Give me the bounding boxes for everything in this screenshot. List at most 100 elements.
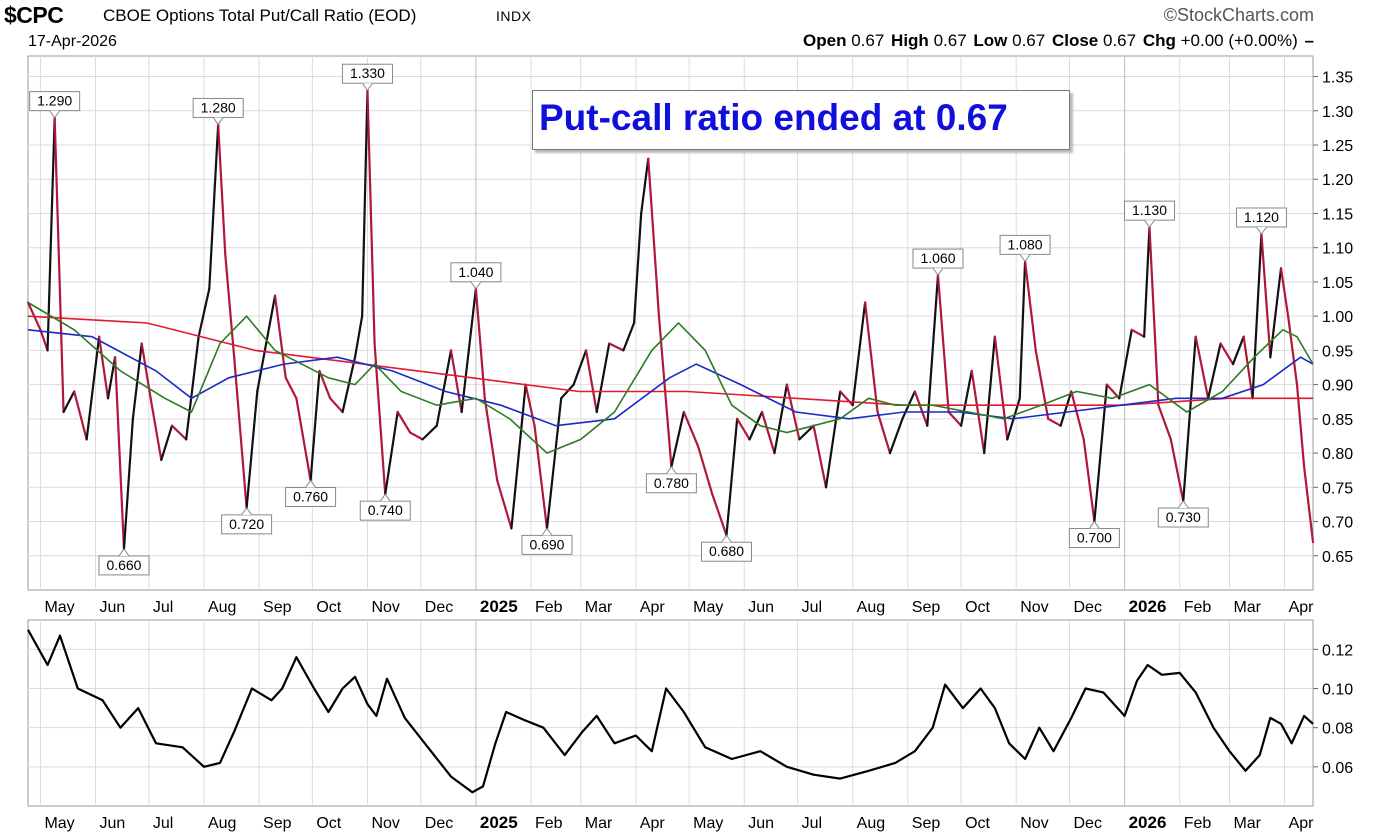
main-x-tick-label: Jun — [100, 599, 126, 616]
open-value: 0.67 — [851, 31, 885, 50]
price-segment — [208, 123, 220, 290]
main-y-tick-label: 1.05 — [1322, 275, 1353, 292]
lower-x-tick-label: Aug — [208, 815, 236, 832]
price-segment — [748, 410, 764, 441]
price-segment — [1059, 390, 1073, 427]
callout-pointer — [241, 506, 253, 516]
price-segment — [1157, 404, 1172, 441]
price-segment — [560, 383, 575, 400]
callout-label: 1.080 — [1008, 236, 1043, 252]
main-x-tick-label: Mar — [585, 599, 613, 616]
price-segment — [366, 89, 376, 345]
close-value: 0.67 — [1102, 31, 1137, 50]
price-segment — [682, 410, 700, 448]
price-segment — [1023, 260, 1037, 352]
main-x-tick-label: Oct — [316, 599, 341, 616]
callout: 0.730 — [1157, 500, 1209, 528]
high-value: 0.67 — [933, 31, 967, 50]
price-segment — [62, 390, 76, 414]
main-y-tick-label: 0.95 — [1322, 343, 1353, 360]
price-segment — [1260, 232, 1272, 359]
main-y-tick-label: 1.30 — [1322, 104, 1353, 121]
main-x-tick-label: Dec — [1074, 599, 1102, 616]
price-segment — [233, 356, 248, 509]
callout-pointer — [665, 465, 677, 475]
price-segment — [185, 335, 200, 441]
callout-pointer — [1088, 520, 1100, 529]
price-segment — [1130, 328, 1146, 338]
price-segment — [640, 157, 650, 215]
callout-pointer — [1144, 219, 1155, 229]
lower-indicator-line — [27, 629, 1314, 794]
lower-x-tick-label: Sep — [912, 815, 941, 832]
callout: 1.130 — [1123, 200, 1175, 229]
lower-x-tick-label: Feb — [535, 815, 563, 832]
lower-x-tick-label: Mar — [585, 815, 613, 832]
main-y-tick-label: 0.90 — [1322, 378, 1353, 395]
price-segment — [760, 410, 776, 455]
price-segment — [888, 417, 904, 455]
price-segment — [318, 369, 332, 400]
main-x-tick-label: Aug — [208, 599, 236, 616]
price-segment — [696, 445, 714, 496]
main-x-tick-label: Apr — [640, 599, 666, 616]
price-segment — [608, 342, 625, 352]
callout-pointer — [541, 527, 553, 536]
price-segment — [122, 417, 134, 551]
main-x-tick-label: Jul — [802, 599, 822, 616]
price-segment — [1219, 342, 1235, 366]
callout-pointer — [118, 548, 130, 557]
callout-label: 0.690 — [529, 536, 564, 552]
price-segment — [632, 212, 643, 325]
price-segment — [670, 410, 685, 468]
exchange-label: INDX — [496, 8, 532, 24]
price-segment — [85, 335, 101, 441]
price-segment — [361, 89, 369, 318]
price-segment — [73, 390, 88, 441]
price-segment — [1303, 465, 1315, 544]
callout-pointer — [362, 82, 373, 92]
main-y-tick-label: 1.15 — [1322, 206, 1353, 223]
price-segment — [53, 116, 65, 414]
instrument-name: CBOE Options Total Put/Call Ratio (EOD) — [103, 6, 417, 25]
lower-x-tick-label: Aug — [857, 815, 885, 832]
lower-panel: 0.06 0.08 0.10 0.12 May Jun Jul Aug Sep Oct Nov Dec… — [27, 619, 1353, 832]
callout: 1.290 — [29, 91, 81, 119]
main-x-tick-label: 2025 — [480, 597, 518, 616]
main-x-tick-label: 2026 — [1129, 597, 1167, 616]
callout-label: 1.060 — [920, 250, 955, 266]
callout: 0.720 — [221, 506, 273, 535]
price-segment — [839, 390, 854, 407]
callout: 0.680 — [700, 534, 752, 562]
lower-y-tick-label: 0.08 — [1322, 721, 1353, 738]
main-x-tick-label: Apr — [1289, 599, 1315, 616]
price-segment — [736, 417, 751, 441]
price-segment — [245, 390, 259, 509]
lower-x-tick-label: May — [44, 815, 74, 832]
main-x-tick-label: Mar — [1233, 599, 1261, 616]
price-segment — [149, 397, 163, 462]
date-label: 17-Apr-2026 — [28, 33, 117, 50]
price-segment — [329, 397, 344, 414]
callout: 1.280 — [192, 97, 244, 126]
price-segment — [1207, 342, 1222, 400]
callout-label: 1.120 — [1244, 209, 1279, 225]
main-y-tick-label: 0.70 — [1322, 515, 1353, 532]
main-x-tick-label: Oct — [965, 599, 990, 616]
price-segment — [1070, 390, 1085, 441]
price-segment — [1182, 335, 1197, 503]
annotation-text: Put-call ratio ended at 0.67 — [539, 97, 1008, 138]
callout-label: 0.700 — [1077, 530, 1112, 546]
callout-box — [912, 248, 964, 269]
callout-label: 0.680 — [709, 543, 744, 559]
main-x-tick-label: Nov — [371, 599, 399, 616]
main-x-tick-label: Jul — [153, 599, 173, 616]
callout-label: 0.760 — [293, 488, 328, 504]
price-segment — [725, 417, 739, 537]
price-segment — [595, 342, 611, 414]
price-segment — [1269, 267, 1283, 359]
price-segment — [622, 321, 636, 352]
callout: 0.780 — [645, 465, 697, 494]
lower-y-tick-label: 0.12 — [1322, 642, 1353, 659]
